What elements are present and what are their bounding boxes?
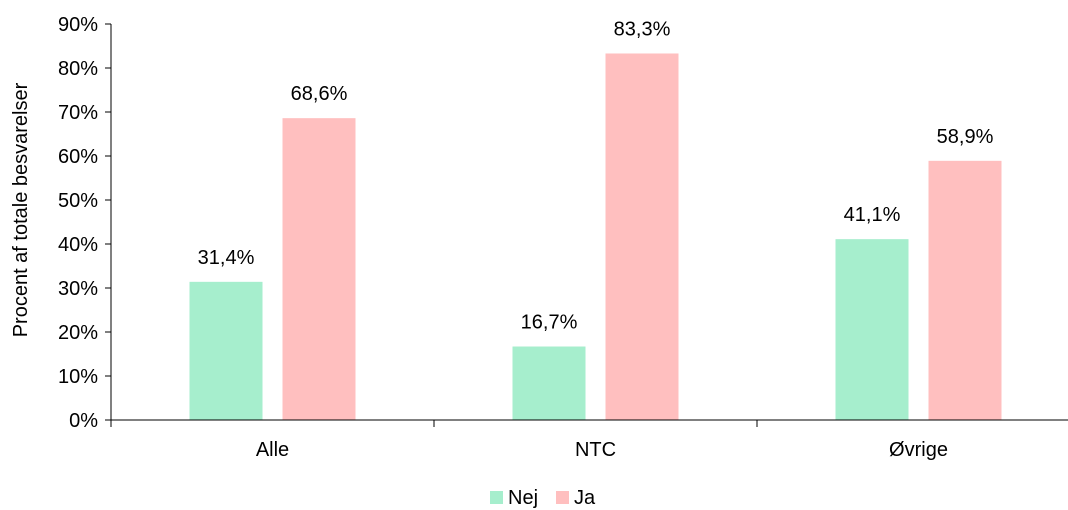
- y-axis-ticks: 0% 10% 20% 30% 40% 50% 60% 70% 80% 90%: [58, 14, 112, 432]
- y-tick-label: 0%: [69, 410, 98, 432]
- bar-ja: [928, 160, 1002, 420]
- bar-nej: [512, 346, 586, 420]
- data-label: 58,9%: [937, 126, 994, 148]
- bar-ja: [605, 53, 679, 420]
- y-axis-label: Procent af totale besvarelser: [10, 82, 32, 337]
- y-tick-label: 90%: [58, 14, 98, 36]
- data-label: 68,6%: [291, 83, 348, 105]
- x-tick-label: Øvrige: [889, 439, 948, 461]
- y-tick-label: 80%: [58, 58, 98, 80]
- y-tick-label: 30%: [58, 278, 98, 300]
- data-labels: 31,4% 16,7% 41,1% 68,6% 83,3% 58,9%: [198, 18, 994, 333]
- x-tick-label: Alle: [256, 439, 289, 461]
- bar-ja: [282, 118, 356, 420]
- legend: Nej Ja: [490, 487, 596, 509]
- data-label: 31,4%: [198, 247, 255, 269]
- legend-swatch: [556, 491, 569, 504]
- x-tick-label: NTC: [575, 439, 616, 461]
- x-axis: Alle NTC Øvrige: [110, 419, 1068, 461]
- legend-label: Nej: [508, 487, 538, 509]
- data-label: 16,7%: [521, 312, 578, 334]
- y-tick-label: 20%: [58, 322, 98, 344]
- y-tick-label: 10%: [58, 366, 98, 388]
- bar-nej: [189, 281, 263, 420]
- y-tick-label: 60%: [58, 146, 98, 168]
- bars: [189, 53, 1002, 420]
- y-tick-label: 40%: [58, 234, 98, 256]
- y-tick-label: 50%: [58, 190, 98, 212]
- legend-swatch: [490, 491, 503, 504]
- data-label: 41,1%: [844, 204, 901, 226]
- data-label: 83,3%: [614, 18, 671, 40]
- y-tick-label: 70%: [58, 102, 98, 124]
- bar-nej: [835, 239, 909, 420]
- legend-label: Ja: [574, 487, 596, 509]
